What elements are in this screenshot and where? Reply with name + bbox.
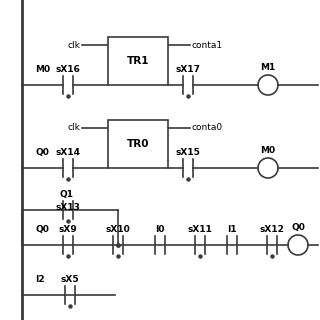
Text: M0: M0 <box>260 146 276 155</box>
Text: I2: I2 <box>35 275 44 284</box>
Text: conta0: conta0 <box>192 124 223 132</box>
Text: Q0: Q0 <box>291 223 305 232</box>
Text: sX16: sX16 <box>56 65 80 74</box>
Bar <box>108 120 168 168</box>
Text: sX10: sX10 <box>106 225 130 234</box>
Bar <box>108 37 168 85</box>
Text: M0: M0 <box>35 65 50 74</box>
Text: sX12: sX12 <box>260 225 284 234</box>
Text: sX5: sX5 <box>61 275 79 284</box>
Text: Q0: Q0 <box>35 148 49 157</box>
Text: conta1: conta1 <box>192 41 223 50</box>
Text: TR1: TR1 <box>127 56 149 66</box>
Text: sX11: sX11 <box>188 225 212 234</box>
Text: sX9: sX9 <box>59 225 77 234</box>
Text: sX13: sX13 <box>56 203 80 212</box>
Text: clk: clk <box>67 41 80 50</box>
Text: sX14: sX14 <box>55 148 81 157</box>
Text: I1: I1 <box>227 225 237 234</box>
Text: clk: clk <box>67 124 80 132</box>
Text: sX15: sX15 <box>176 148 200 157</box>
Text: I0: I0 <box>155 225 165 234</box>
Text: sX17: sX17 <box>175 65 201 74</box>
Text: TR0: TR0 <box>127 139 149 149</box>
Text: Q1: Q1 <box>60 190 74 199</box>
Text: M1: M1 <box>260 63 276 72</box>
Text: Q0: Q0 <box>35 225 49 234</box>
